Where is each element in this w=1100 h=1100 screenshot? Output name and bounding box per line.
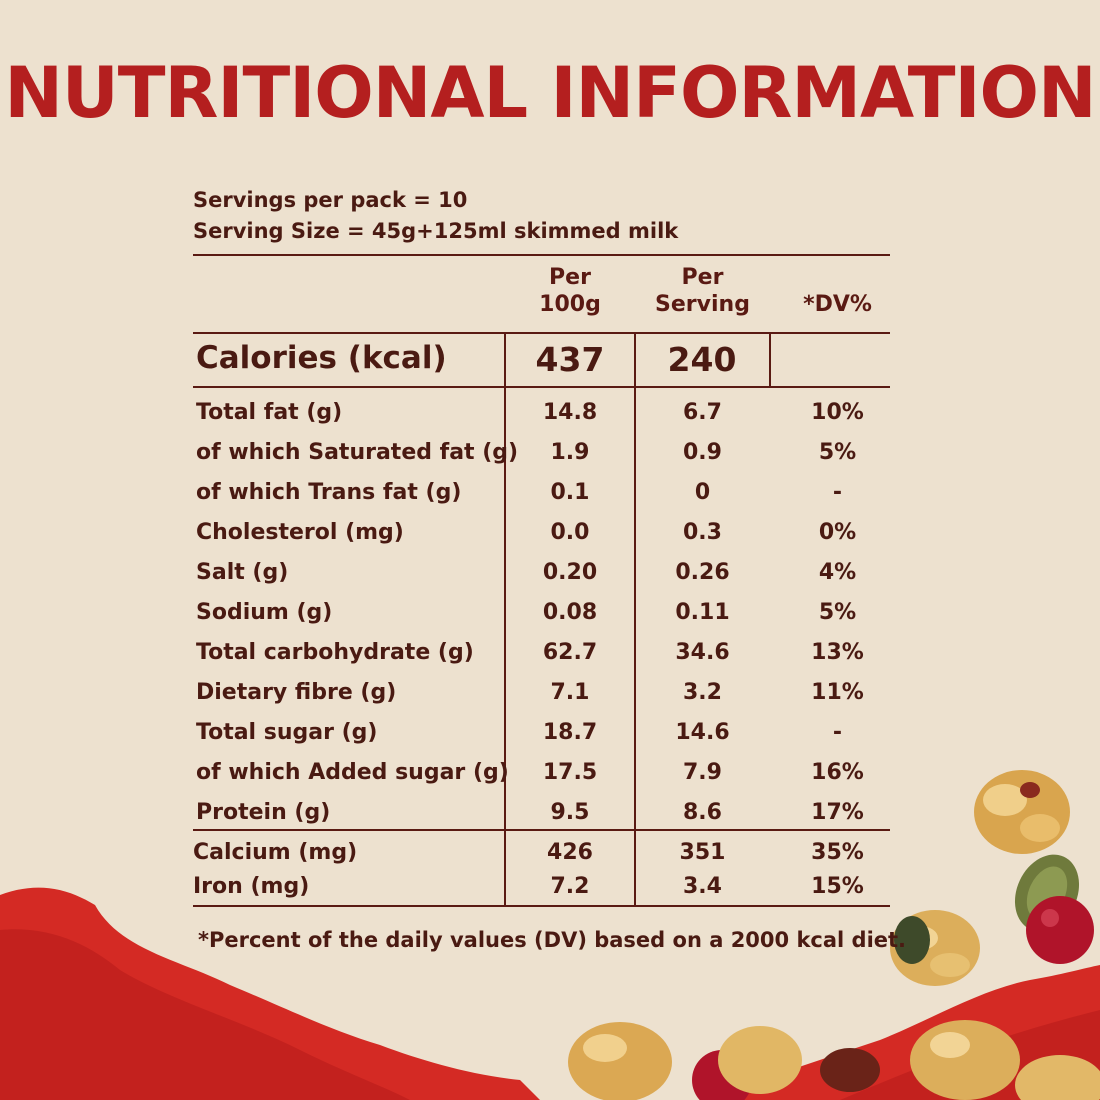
value-dv: 15%: [811, 874, 864, 899]
value-per-100g: 17.5: [542, 760, 598, 785]
calories-per-100g: 437: [535, 340, 605, 379]
nutrient-label: of which Added sugar (g): [196, 760, 509, 785]
mineral-label: Iron (mg): [193, 874, 310, 899]
column-header-dv: *DV%: [803, 292, 872, 317]
serving-info: Servings per pack = 10 Serving Size = 45…: [193, 185, 678, 247]
cranberry-right: [1026, 896, 1094, 964]
table-row: Dietary fibre (g) 7.1 3.2 11%: [0, 673, 1100, 713]
table-row: Cholesterol (mg) 0.0 0.3 0%: [0, 513, 1100, 553]
column-header-per-100g: Per 100g: [539, 265, 601, 317]
table-row: Total sugar (g) 18.7 14.6 -: [0, 713, 1100, 753]
granola-cluster-top-right: [974, 770, 1070, 854]
dv-footnote: *Percent of the daily values (DV) based …: [198, 928, 907, 952]
value-per-100g: 426: [547, 840, 593, 865]
value-dv: -: [832, 480, 843, 505]
table-bottom-rule: [193, 905, 890, 907]
table-row: Total fat (g) 14.8 6.7 10%: [0, 393, 1100, 433]
table-row: of which Trans fat (g) 0.1 0 -: [0, 473, 1100, 513]
page-title: NUTRITIONAL INFORMATION: [4, 52, 1096, 134]
table-top-rule: [193, 254, 890, 256]
value-per-100g: 0.08: [542, 600, 598, 625]
value-dv: 5%: [818, 440, 857, 465]
nutrient-label: Protein (g): [196, 800, 331, 825]
servings-per-pack: Servings per pack = 10: [193, 188, 468, 212]
value-per-100g: 7.1: [550, 680, 590, 705]
value-dv: 4%: [818, 560, 857, 585]
table-row: Salt (g) 0.20 0.26 4%: [0, 553, 1100, 593]
table-row: of which Added sugar (g) 17.5 7.9 16%: [0, 753, 1100, 793]
nutrient-label: Total fat (g): [196, 400, 343, 425]
value-dv: 35%: [811, 840, 864, 865]
nutrient-label: Sodium (g): [196, 600, 333, 625]
value-dv: 11%: [811, 680, 864, 705]
value-per-serving: 0.26: [675, 560, 730, 585]
calories-label: Calories (kcal): [196, 340, 447, 376]
value-dv: 13%: [811, 640, 864, 665]
table-row: Calcium (mg) 426 351 35%: [0, 833, 1100, 873]
value-per-serving: 6.7: [683, 400, 722, 425]
serving-size: Serving Size = 45g+125ml skimmed milk: [193, 219, 679, 243]
value-dv: 16%: [811, 760, 864, 785]
granola-cluster-bottom: [568, 1020, 1100, 1100]
value-dv: 5%: [818, 600, 857, 625]
table-row: of which Saturated fat (g) 1.9 0.9 5%: [0, 433, 1100, 473]
value-per-100g: 9.5: [550, 800, 590, 825]
value-per-100g: 14.8: [542, 400, 598, 425]
value-dv: 10%: [811, 400, 864, 425]
value-per-100g: 0.0: [550, 520, 590, 545]
minerals-top-rule: [193, 829, 890, 831]
value-per-serving: 0.11: [675, 600, 730, 625]
table-row: Protein (g) 9.5 8.6 17%: [0, 793, 1100, 833]
value-dv: 17%: [811, 800, 864, 825]
nutrient-label: Total sugar (g): [196, 720, 378, 745]
value-per-serving: 351: [679, 840, 726, 865]
value-per-serving: 34.6: [675, 640, 730, 665]
table-row: Total carbohydrate (g) 62.7 34.6 13%: [0, 633, 1100, 673]
value-per-100g: 18.7: [542, 720, 598, 745]
column-header-per-serving: Per Serving: [655, 265, 750, 317]
value-dv: 0%: [818, 520, 857, 545]
value-per-serving: 8.6: [683, 800, 722, 825]
nutrient-label: Salt (g): [196, 560, 289, 585]
header-bottom-rule: [193, 332, 890, 334]
value-per-serving: 3.4: [683, 874, 722, 899]
value-per-serving: 0: [694, 480, 711, 505]
calories-per-serving: 240: [667, 340, 737, 379]
nutrient-label: of which Trans fat (g): [196, 480, 462, 505]
value-dv: -: [832, 720, 843, 745]
value-per-serving: 14.6: [675, 720, 730, 745]
value-per-100g: 62.7: [542, 640, 598, 665]
nutrient-label: Total carbohydrate (g): [196, 640, 474, 665]
value-per-serving: 3.2: [683, 680, 722, 705]
table-row: Sodium (g) 0.08 0.11 5%: [0, 593, 1100, 633]
column-divider-1: [504, 333, 506, 906]
value-per-serving: 7.9: [683, 760, 722, 785]
value-per-100g: 1.9: [550, 440, 590, 465]
column-divider-3: [769, 333, 771, 388]
value-per-serving: 0.3: [683, 520, 722, 545]
nutrient-label: of which Saturated fat (g): [196, 440, 519, 465]
value-per-serving: 0.9: [683, 440, 722, 465]
column-divider-2: [634, 333, 636, 906]
nutrient-label: Cholesterol (mg): [196, 520, 404, 545]
mineral-label: Calcium (mg): [193, 840, 358, 865]
value-per-100g: 7.2: [550, 874, 590, 899]
value-per-100g: 0.1: [550, 480, 590, 505]
table-row: Iron (mg) 7.2 3.4 15%: [0, 867, 1100, 907]
calories-bottom-rule: [193, 386, 890, 388]
nutrient-label: Dietary fibre (g): [196, 680, 397, 705]
granola-cluster-mid-right: [890, 910, 980, 986]
value-per-100g: 0.20: [542, 560, 598, 585]
